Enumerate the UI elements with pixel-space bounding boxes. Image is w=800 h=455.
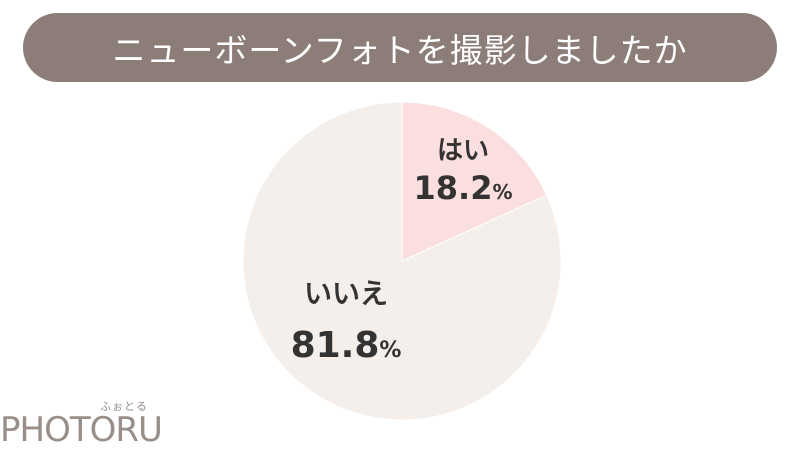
pie-slice — [242, 101, 562, 421]
logo-text: PHOTORU — [0, 410, 163, 450]
slice-name-label: はい — [437, 136, 489, 166]
title-bar: ニューボーンフォトを撮影しましたか — [23, 13, 777, 82]
logo-subtext: ふぉとる — [100, 400, 148, 413]
pie-slice — [401, 101, 548, 262]
page-title: ニューボーンフォトを撮影しましたか — [112, 30, 688, 70]
slice-name-label: いいえ — [304, 277, 388, 310]
slice-value-label: 18.2% — [414, 169, 513, 207]
slice-value-label: 81.8% — [291, 325, 402, 366]
logo: ふぉとる PHOTORU — [0, 398, 163, 455]
